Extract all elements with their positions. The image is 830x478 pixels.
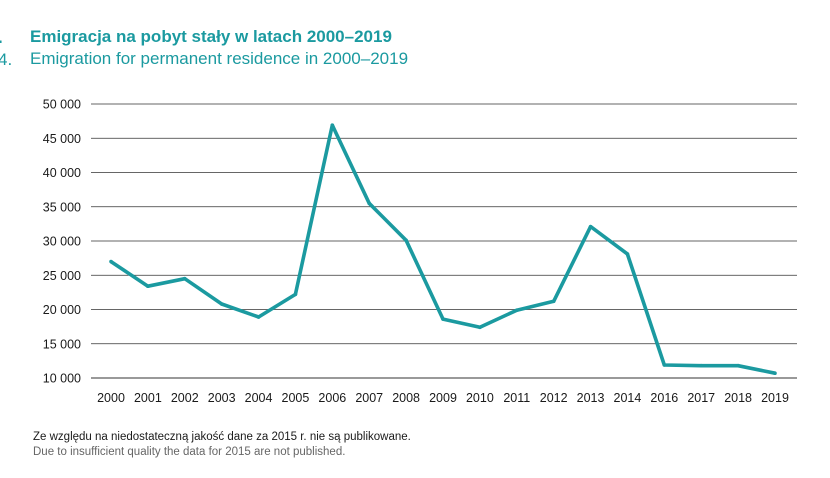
data-point: [699, 363, 704, 368]
x-tick-label: 2019: [761, 391, 789, 405]
x-tick-label: 2002: [171, 391, 199, 405]
x-tick-label: 2008: [392, 391, 420, 405]
grid-lines: [91, 103, 797, 379]
data-point: [182, 276, 187, 281]
data-point: [330, 123, 335, 128]
x-tick-label: 2001: [134, 391, 162, 405]
y-tick-label: 35 000: [43, 200, 81, 214]
x-tick-label: 2018: [724, 391, 752, 405]
x-tick-label: 2013: [577, 391, 605, 405]
data-point: [551, 299, 556, 304]
x-tick-label: 2004: [245, 391, 273, 405]
chart-subtitle: Emigration for permanent residence in 20…: [30, 49, 409, 68]
x-tick-label: 2016: [650, 391, 678, 405]
figure-number-en: 4.: [0, 50, 13, 69]
data-point: [367, 201, 372, 206]
data-point: [588, 224, 593, 229]
data-point: [109, 259, 113, 264]
y-axis-ticks: 10 000 15 000 20 000 25 000 30 000 35 000 40 0…: [43, 98, 81, 386]
y-tick-label: 10 000: [43, 372, 81, 386]
data-point: [736, 363, 740, 368]
x-tick-label: 2010: [466, 391, 494, 405]
y-tick-label: 45 000: [43, 132, 81, 146]
x-tick-label: 2012: [540, 391, 568, 405]
data-point: [293, 292, 298, 297]
x-tick-label: 2009: [429, 391, 457, 405]
x-axis-ticks: 2000 2001 2002 2003 2004 2005 2006 2007 2008 2009…: [97, 391, 789, 405]
y-tick-label: 30 000: [43, 235, 81, 249]
footnote-en: Due to insufficient quality the data for…: [33, 446, 346, 458]
data-point: [404, 238, 408, 243]
y-tick-label: 15 000: [43, 337, 81, 351]
data-point: [625, 252, 630, 256]
figure-number-pl: .: [0, 28, 3, 48]
x-tick-label: 2017: [687, 391, 715, 405]
y-tick-label: 20 000: [43, 303, 81, 317]
data-point: [441, 317, 445, 321]
x-tick-label: 2005: [282, 391, 310, 405]
chart-title: Emigracja na pobyt stały w latach 2000–2…: [30, 27, 392, 46]
data-point: [478, 325, 482, 330]
footnote-pl: Ze względu na niedostateczną jakość dane…: [33, 431, 411, 443]
x-tick-label: 2000: [97, 391, 125, 405]
y-tick-label: 40 000: [43, 166, 81, 180]
y-tick-label: 25 000: [43, 269, 81, 283]
data-point: [514, 308, 519, 312]
data-point: [773, 371, 777, 376]
data-point: [146, 284, 150, 289]
series-line: [110, 123, 776, 375]
data-point: [256, 315, 261, 319]
data-point: [662, 363, 667, 367]
x-tick-label: 2007: [355, 391, 383, 405]
x-tick-label: 2003: [208, 391, 236, 405]
data-point: [219, 302, 224, 306]
x-tick-label: 2006: [318, 391, 346, 405]
y-tick-label: 50 000: [43, 98, 81, 112]
series-layer: [109, 123, 777, 376]
x-tick-label: 2014: [614, 391, 642, 405]
x-tick-label: 2011: [503, 391, 530, 405]
